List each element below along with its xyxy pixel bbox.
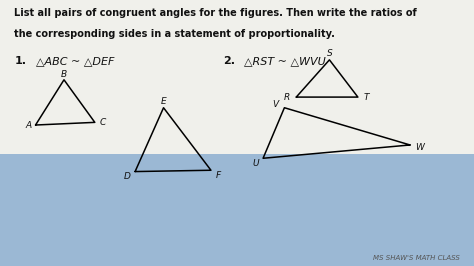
Text: MS SHAW'S MATH CLASS: MS SHAW'S MATH CLASS (373, 255, 460, 261)
Text: A: A (26, 120, 32, 130)
Text: 2.: 2. (223, 56, 235, 66)
Text: S: S (327, 49, 332, 59)
Text: B: B (61, 70, 67, 79)
Text: V: V (272, 100, 278, 109)
Text: U: U (252, 159, 259, 168)
Text: △RST ~ △WVU: △RST ~ △WVU (244, 56, 326, 66)
Text: △ABC ~ △DEF: △ABC ~ △DEF (36, 56, 114, 66)
Text: F: F (216, 171, 221, 180)
Text: the corresponding sides in a statement of proportionality.: the corresponding sides in a statement o… (14, 29, 335, 39)
Bar (0, 154, 474, 266)
Text: W: W (415, 143, 424, 152)
Text: C: C (99, 118, 106, 127)
Text: E: E (161, 97, 166, 106)
Text: List all pairs of congruent angles for the figures. Then write the ratios of: List all pairs of congruent angles for t… (14, 8, 417, 18)
Text: R: R (283, 93, 290, 102)
Bar (0, 0, 474, 154)
Text: D: D (124, 172, 131, 181)
Text: 1.: 1. (14, 56, 26, 66)
Text: T: T (364, 93, 369, 102)
